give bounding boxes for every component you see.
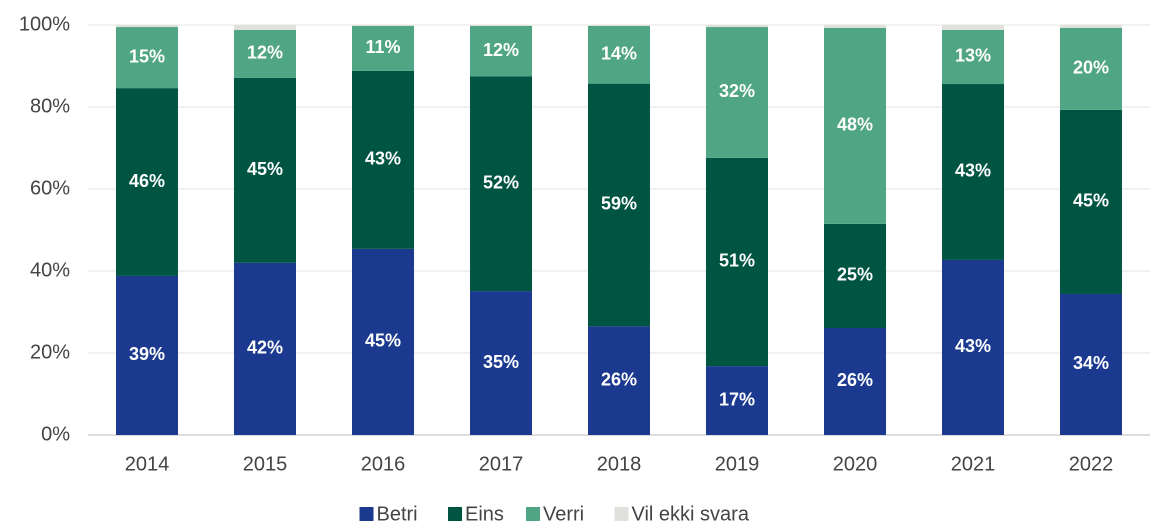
data-label: 45%	[365, 331, 401, 351]
bar-segment	[234, 29, 296, 78]
data-label: 42%	[247, 338, 283, 358]
data-label: 43%	[955, 336, 991, 356]
y-tick-label: 40%	[30, 259, 70, 281]
bar-segment	[706, 25, 768, 28]
bar-segment	[942, 259, 1004, 435]
bar-segment	[116, 88, 178, 276]
y-tick-label: 60%	[30, 177, 70, 199]
bar-segment	[824, 25, 886, 28]
data-label: 51%	[719, 251, 755, 271]
bar-segment	[942, 25, 1004, 30]
bar-segment	[588, 25, 650, 84]
legend-swatch	[614, 507, 629, 521]
data-label: 12%	[483, 40, 519, 60]
legend-swatch	[359, 507, 374, 521]
data-label: 52%	[483, 172, 519, 192]
bar-segment	[116, 25, 178, 28]
bar-segment	[470, 76, 532, 292]
bar-segment	[352, 248, 414, 435]
data-label: 12%	[247, 43, 283, 63]
x-tick-label: 2017	[479, 453, 524, 475]
bar-segment	[1060, 109, 1122, 294]
legend-swatch	[526, 507, 540, 521]
data-label: 43%	[365, 149, 401, 169]
y-tick-label: 80%	[30, 95, 70, 117]
bar-segment	[824, 327, 886, 435]
x-tick-label: 2018	[597, 453, 642, 475]
data-label: 17%	[719, 389, 755, 409]
data-label: 35%	[483, 352, 519, 372]
bar-segment	[470, 291, 532, 435]
legend-swatch	[448, 507, 462, 521]
y-tick-label: 100%	[19, 13, 70, 35]
legend-label: Eins	[465, 503, 504, 524]
bar-segment	[1060, 25, 1122, 28]
x-tick-label: 2015	[243, 453, 288, 475]
data-label: 45%	[247, 159, 283, 179]
y-tick-label: 0%	[41, 423, 70, 445]
data-label: 13%	[955, 46, 991, 66]
bar-segment	[588, 25, 650, 26]
bar-segment	[234, 262, 296, 435]
bar-segment	[470, 25, 532, 26]
data-label: 26%	[837, 370, 873, 390]
x-tick-label: 2016	[361, 453, 406, 475]
data-label: 46%	[129, 171, 165, 191]
y-tick-label: 20%	[30, 341, 70, 363]
bar-segment	[1060, 293, 1122, 435]
bar-segment	[1060, 27, 1122, 110]
bar-segment	[352, 25, 414, 26]
bar-segment	[942, 29, 1004, 85]
bar-segment	[352, 25, 414, 71]
bar-segment	[706, 366, 768, 435]
legend-label: Betri	[377, 503, 418, 524]
x-tick-label: 2014	[125, 453, 170, 475]
data-label: 45%	[1073, 191, 1109, 211]
data-label: 34%	[1073, 353, 1109, 373]
bar-segment	[588, 83, 650, 327]
bar-segment	[116, 27, 178, 89]
legend-label: Verri	[543, 503, 584, 524]
legend-label: Vil ekki svara	[632, 503, 750, 524]
x-tick-label: 2019	[715, 453, 760, 475]
bar-segment	[942, 84, 1004, 260]
data-label: 32%	[719, 81, 755, 101]
bar-segment	[234, 25, 296, 30]
bar-segment	[470, 25, 532, 77]
data-label: 14%	[601, 43, 637, 63]
data-label: 15%	[129, 46, 165, 66]
data-label: 25%	[837, 265, 873, 285]
data-label: 39%	[129, 344, 165, 364]
bar-segment	[234, 77, 296, 263]
bar-segment	[824, 27, 886, 224]
data-label: 26%	[601, 369, 637, 389]
bar-segment	[824, 223, 886, 328]
bar-segment	[352, 70, 414, 249]
x-tick-label: 2021	[951, 453, 996, 475]
data-label: 43%	[955, 161, 991, 181]
bar-segment	[706, 157, 768, 367]
data-label: 11%	[365, 37, 400, 57]
x-tick-label: 2022	[1069, 453, 1114, 475]
x-tick-label: 2020	[833, 453, 878, 475]
data-label: 59%	[601, 194, 637, 214]
bar-segment	[588, 326, 650, 435]
data-label: 48%	[837, 115, 873, 135]
bar-segment	[116, 275, 178, 435]
data-label: 20%	[1073, 58, 1109, 78]
bar-segment	[706, 27, 768, 158]
